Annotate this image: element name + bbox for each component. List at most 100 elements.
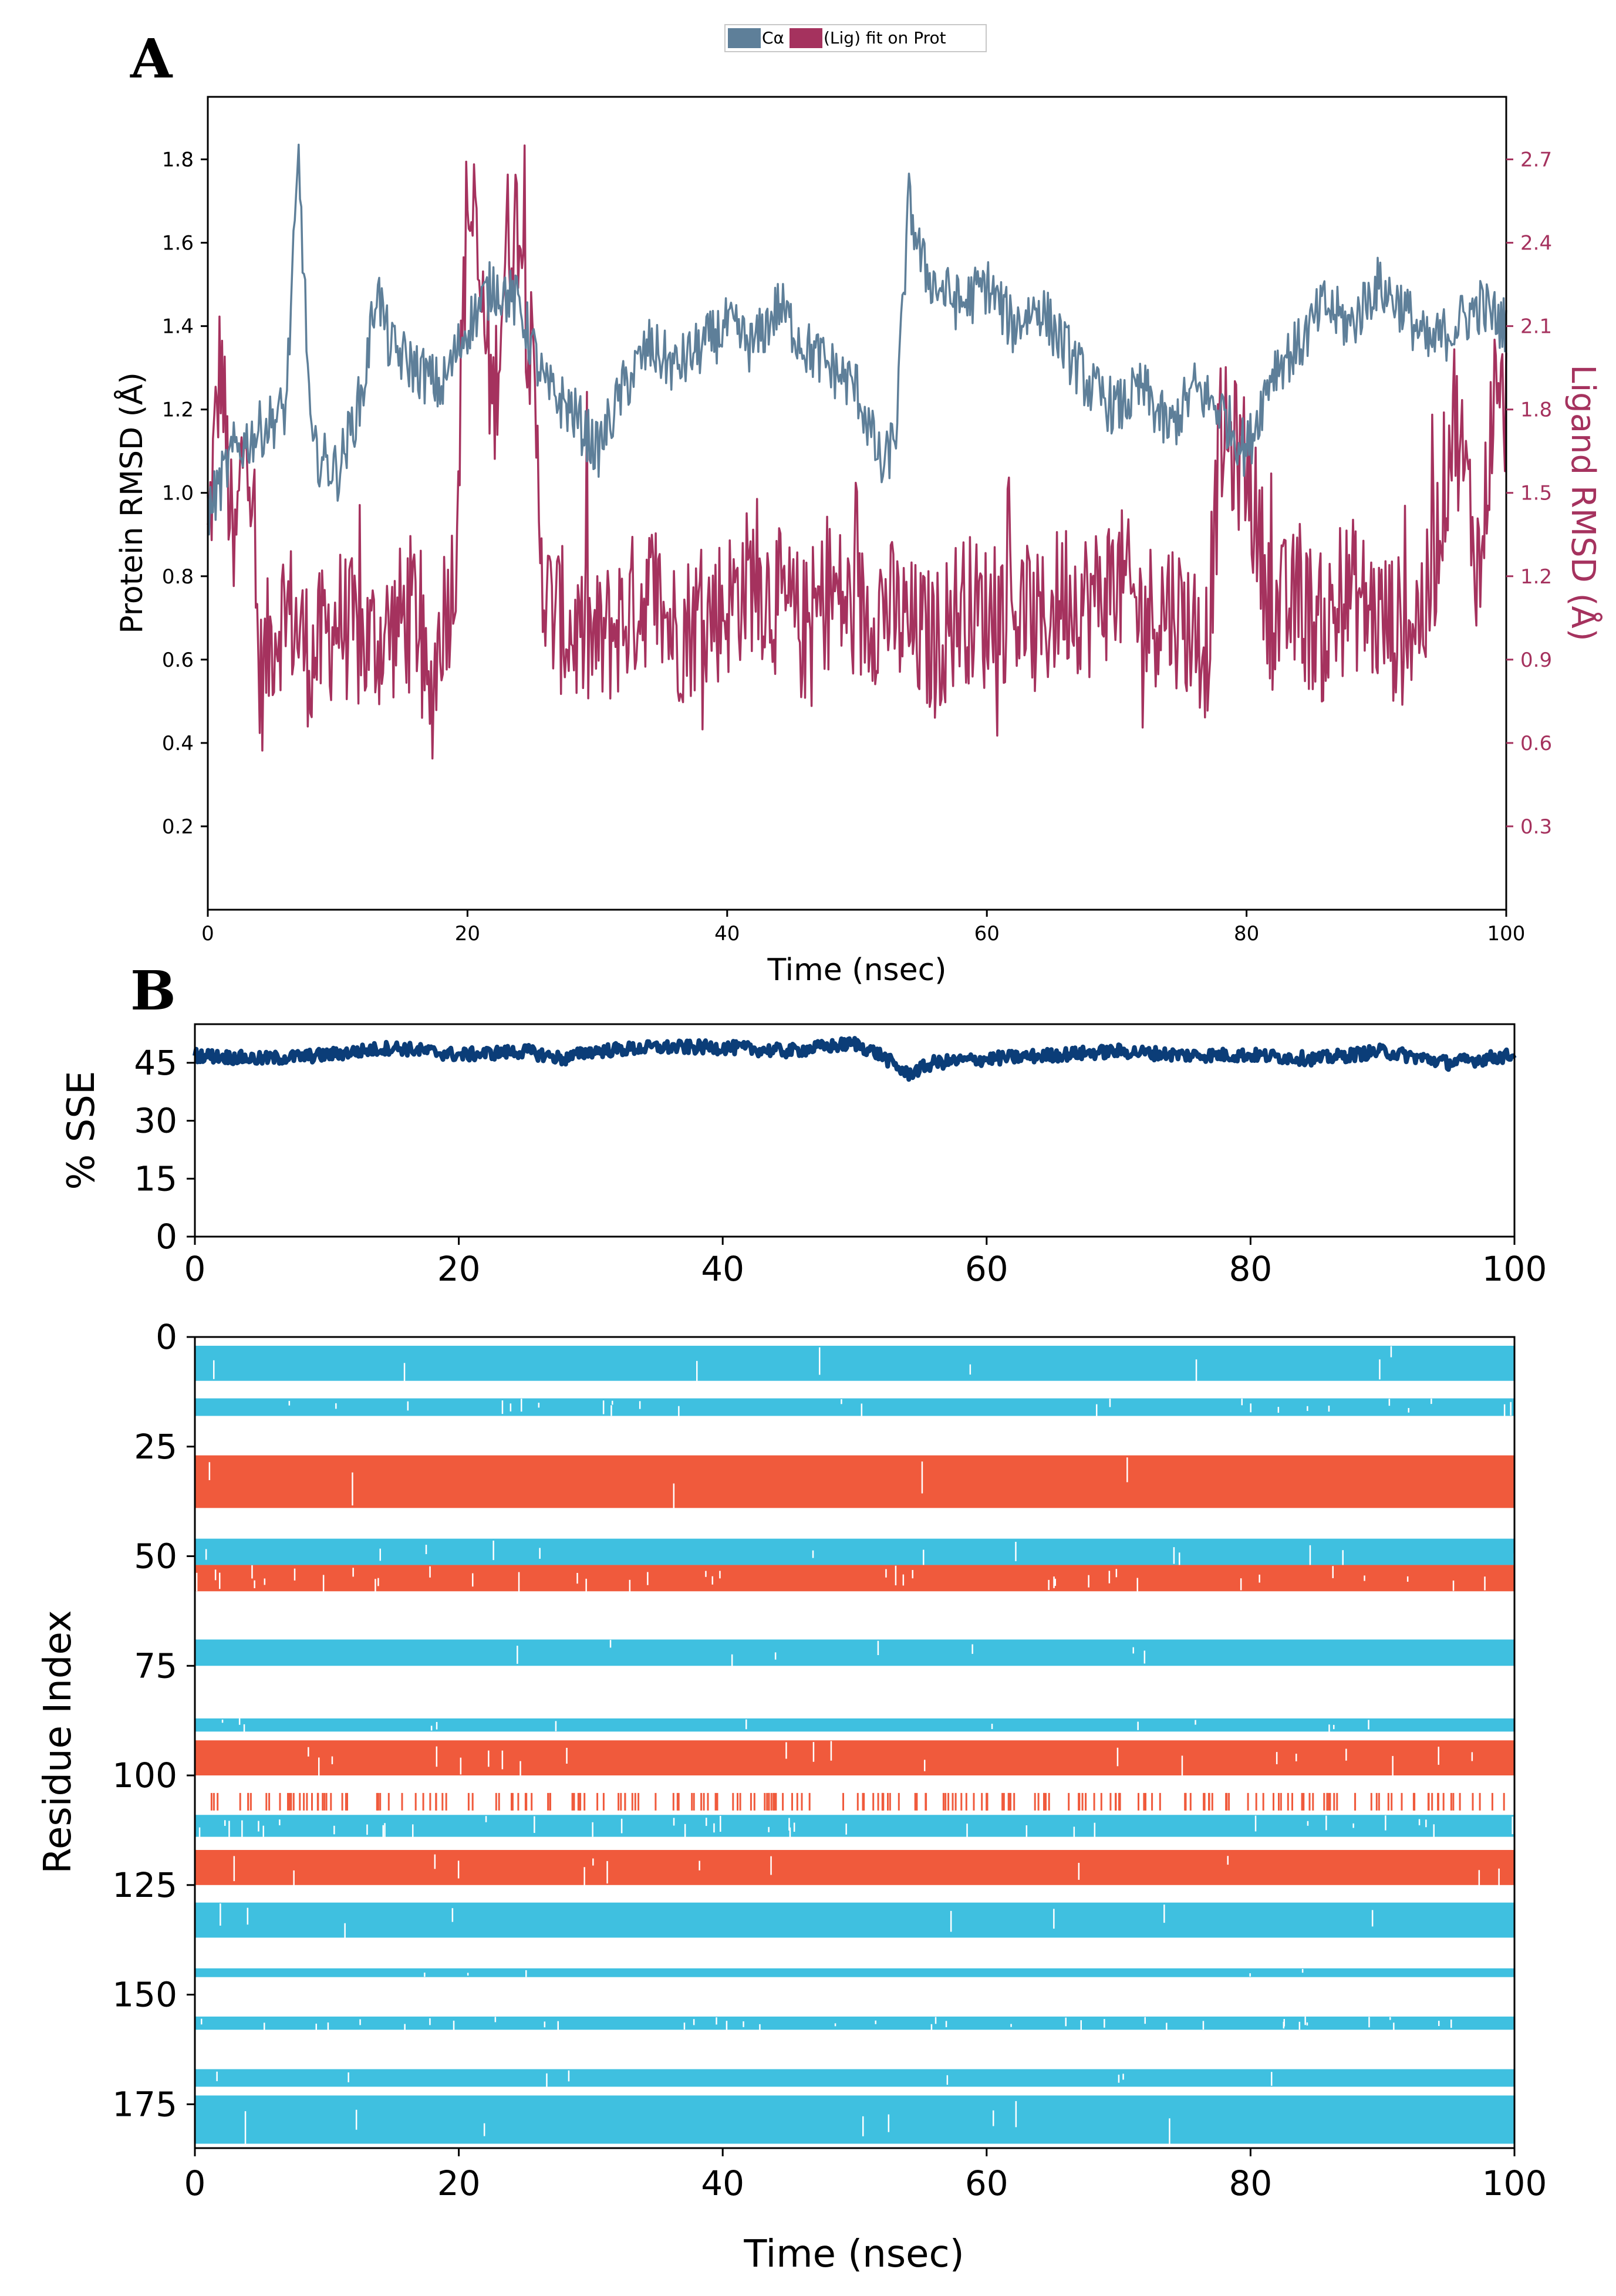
band-gap bbox=[921, 1461, 923, 1494]
band-gap bbox=[333, 1825, 335, 1835]
band-gap bbox=[355, 2109, 357, 2130]
band-gap bbox=[1298, 2021, 1301, 2030]
band-gap bbox=[315, 2024, 317, 2034]
band-gap bbox=[322, 1575, 325, 1593]
band-gap bbox=[788, 1818, 790, 1831]
band-gap bbox=[521, 1399, 522, 1412]
rmsd-right-tick-label: 0.9 bbox=[1520, 649, 1552, 672]
band-tick bbox=[1203, 1792, 1206, 1811]
band-tick bbox=[753, 1792, 755, 1811]
band-gap bbox=[945, 2021, 947, 2027]
band-tick bbox=[531, 1792, 533, 1811]
band-gap bbox=[241, 1820, 243, 1838]
band-gap bbox=[279, 1819, 281, 1825]
band-gap bbox=[1379, 1359, 1381, 1380]
rmsd-left-tick-label: 1.4 bbox=[162, 315, 194, 339]
sse-band-strand bbox=[195, 1902, 1514, 1940]
band-gap bbox=[288, 1400, 291, 1406]
band-tick bbox=[618, 1792, 620, 1811]
band-fill bbox=[195, 1345, 1514, 1381]
sse-band-helix bbox=[195, 1850, 1514, 1895]
band-gap bbox=[1389, 2017, 1391, 2020]
band-tick bbox=[239, 1792, 241, 1811]
band-fill bbox=[195, 1718, 1514, 1732]
band-gap bbox=[1065, 2017, 1067, 2027]
band-tick bbox=[655, 1792, 657, 1811]
band-tick bbox=[596, 1792, 599, 1811]
band-gap bbox=[1109, 1399, 1111, 1407]
band-tick bbox=[1093, 1792, 1095, 1811]
band-tick bbox=[1037, 1792, 1040, 1811]
band-gap bbox=[759, 2024, 761, 2030]
band-gap bbox=[862, 2116, 864, 2136]
band-gap bbox=[885, 1569, 887, 1578]
band-tick bbox=[1354, 1792, 1357, 1811]
band-tick bbox=[796, 1792, 798, 1811]
band-fill bbox=[195, 1968, 1514, 1977]
band-gap bbox=[612, 1400, 613, 1405]
sse-timeline-chart: 0 20 40 60 80 100 0 25 50 75 100 125 150 175 Time (ns… bbox=[36, 1317, 1547, 2276]
band-gap bbox=[403, 1363, 406, 1388]
band-gap bbox=[359, 2019, 361, 2025]
band-tick bbox=[856, 1792, 859, 1811]
band-fill bbox=[195, 1538, 1514, 1565]
band-gap bbox=[1250, 1403, 1251, 1413]
sse-x-tick-label: 80 bbox=[1229, 1249, 1272, 1289]
rmsd-right-tick-label: 2.7 bbox=[1520, 148, 1552, 172]
band-gap bbox=[344, 1923, 346, 1940]
band-tick bbox=[1333, 1792, 1335, 1811]
rmsd-right-tick-label: 0.6 bbox=[1520, 732, 1552, 755]
band-fill bbox=[195, 1740, 1514, 1776]
band-gap bbox=[770, 1856, 772, 1875]
band-gap bbox=[238, 1718, 241, 1725]
band-gap bbox=[1328, 1406, 1330, 1412]
band-tick bbox=[322, 1792, 324, 1811]
band-tick bbox=[210, 1792, 212, 1811]
band-tick bbox=[1115, 1792, 1117, 1811]
band-gap bbox=[1478, 1870, 1480, 1892]
band-tick bbox=[691, 1792, 693, 1811]
band-gap bbox=[726, 2021, 728, 2031]
band-gap bbox=[1450, 2019, 1452, 2028]
band-gap bbox=[923, 1549, 925, 1569]
band-gap bbox=[647, 1572, 649, 1585]
band-gap bbox=[1115, 1569, 1118, 1578]
band-gap bbox=[1512, 1816, 1513, 1835]
band-tick bbox=[1336, 1792, 1338, 1811]
band-tick bbox=[1228, 1792, 1230, 1811]
band-gap bbox=[379, 1548, 381, 1561]
band-tick bbox=[1442, 1792, 1445, 1811]
band-gap bbox=[1371, 1910, 1374, 1927]
sse-band-strand bbox=[195, 1639, 1514, 1672]
band-gap bbox=[1249, 1973, 1251, 1977]
band-gap bbox=[472, 1573, 474, 1587]
band-gap bbox=[293, 1870, 295, 1890]
band-gap bbox=[566, 1748, 568, 1764]
band-tick bbox=[571, 1792, 573, 1811]
band-gap bbox=[407, 1401, 409, 1411]
band-gap bbox=[711, 1576, 713, 1585]
band-gap bbox=[1385, 1815, 1386, 1831]
band-gap bbox=[568, 2070, 570, 2082]
band-gap bbox=[812, 1550, 814, 1558]
band-gap bbox=[434, 1854, 436, 1869]
band-fill bbox=[195, 1639, 1514, 1666]
band-tick bbox=[217, 1792, 219, 1811]
band-tick bbox=[1431, 1792, 1433, 1811]
band-tick bbox=[330, 1792, 332, 1811]
timeline-x-tick-label: 100 bbox=[1482, 2163, 1547, 2203]
band-gap bbox=[1393, 2022, 1395, 2032]
band-gap bbox=[352, 1568, 354, 1577]
rmsd-right-tick-label: 0.3 bbox=[1520, 815, 1552, 839]
sse-band-helix bbox=[195, 1740, 1514, 1787]
band-tick bbox=[914, 1792, 916, 1811]
band-gap bbox=[1227, 1856, 1229, 1865]
rmsd-x-tick-label: 100 bbox=[1487, 922, 1526, 946]
band-tick bbox=[1278, 1792, 1280, 1811]
band-gap bbox=[934, 2017, 937, 2024]
timeline-plot-frame bbox=[194, 1336, 1516, 2149]
band-gap bbox=[1276, 1752, 1278, 1764]
band-tick bbox=[495, 1792, 497, 1811]
band-gap bbox=[1392, 1755, 1394, 1778]
band-tick bbox=[1145, 1792, 1146, 1811]
